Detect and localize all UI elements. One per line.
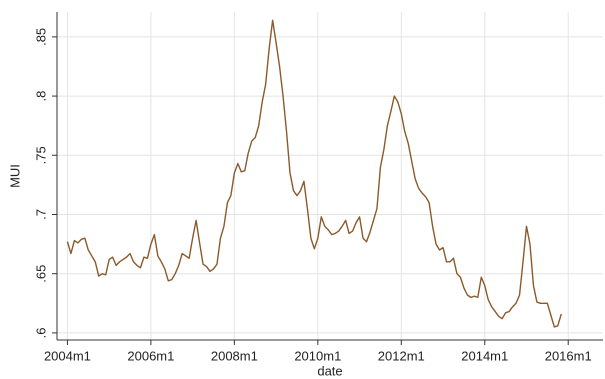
x-tick-label: 2014m1	[461, 348, 508, 363]
x-tick-label: 2016m1	[545, 348, 592, 363]
x-tick-label: 2004m1	[44, 348, 91, 363]
x-tick-label: 2006m1	[127, 348, 174, 363]
data-line	[66, 19, 562, 328]
x-tick-label: 2010m1	[294, 348, 341, 363]
y-tick-label: .6	[33, 327, 48, 338]
y-axis-label: MUI	[7, 164, 22, 188]
y-tick-label: .65	[33, 265, 48, 283]
y-tick-label: .85	[33, 28, 48, 46]
y-tick-label: .7	[33, 209, 48, 220]
y-tick-label: .8	[33, 91, 48, 102]
x-tick-label: 2008m1	[211, 348, 258, 363]
x-tick-label: 2012m1	[378, 348, 425, 363]
x-axis-label: date	[317, 363, 342, 378]
y-tick-label: .75	[33, 146, 48, 164]
